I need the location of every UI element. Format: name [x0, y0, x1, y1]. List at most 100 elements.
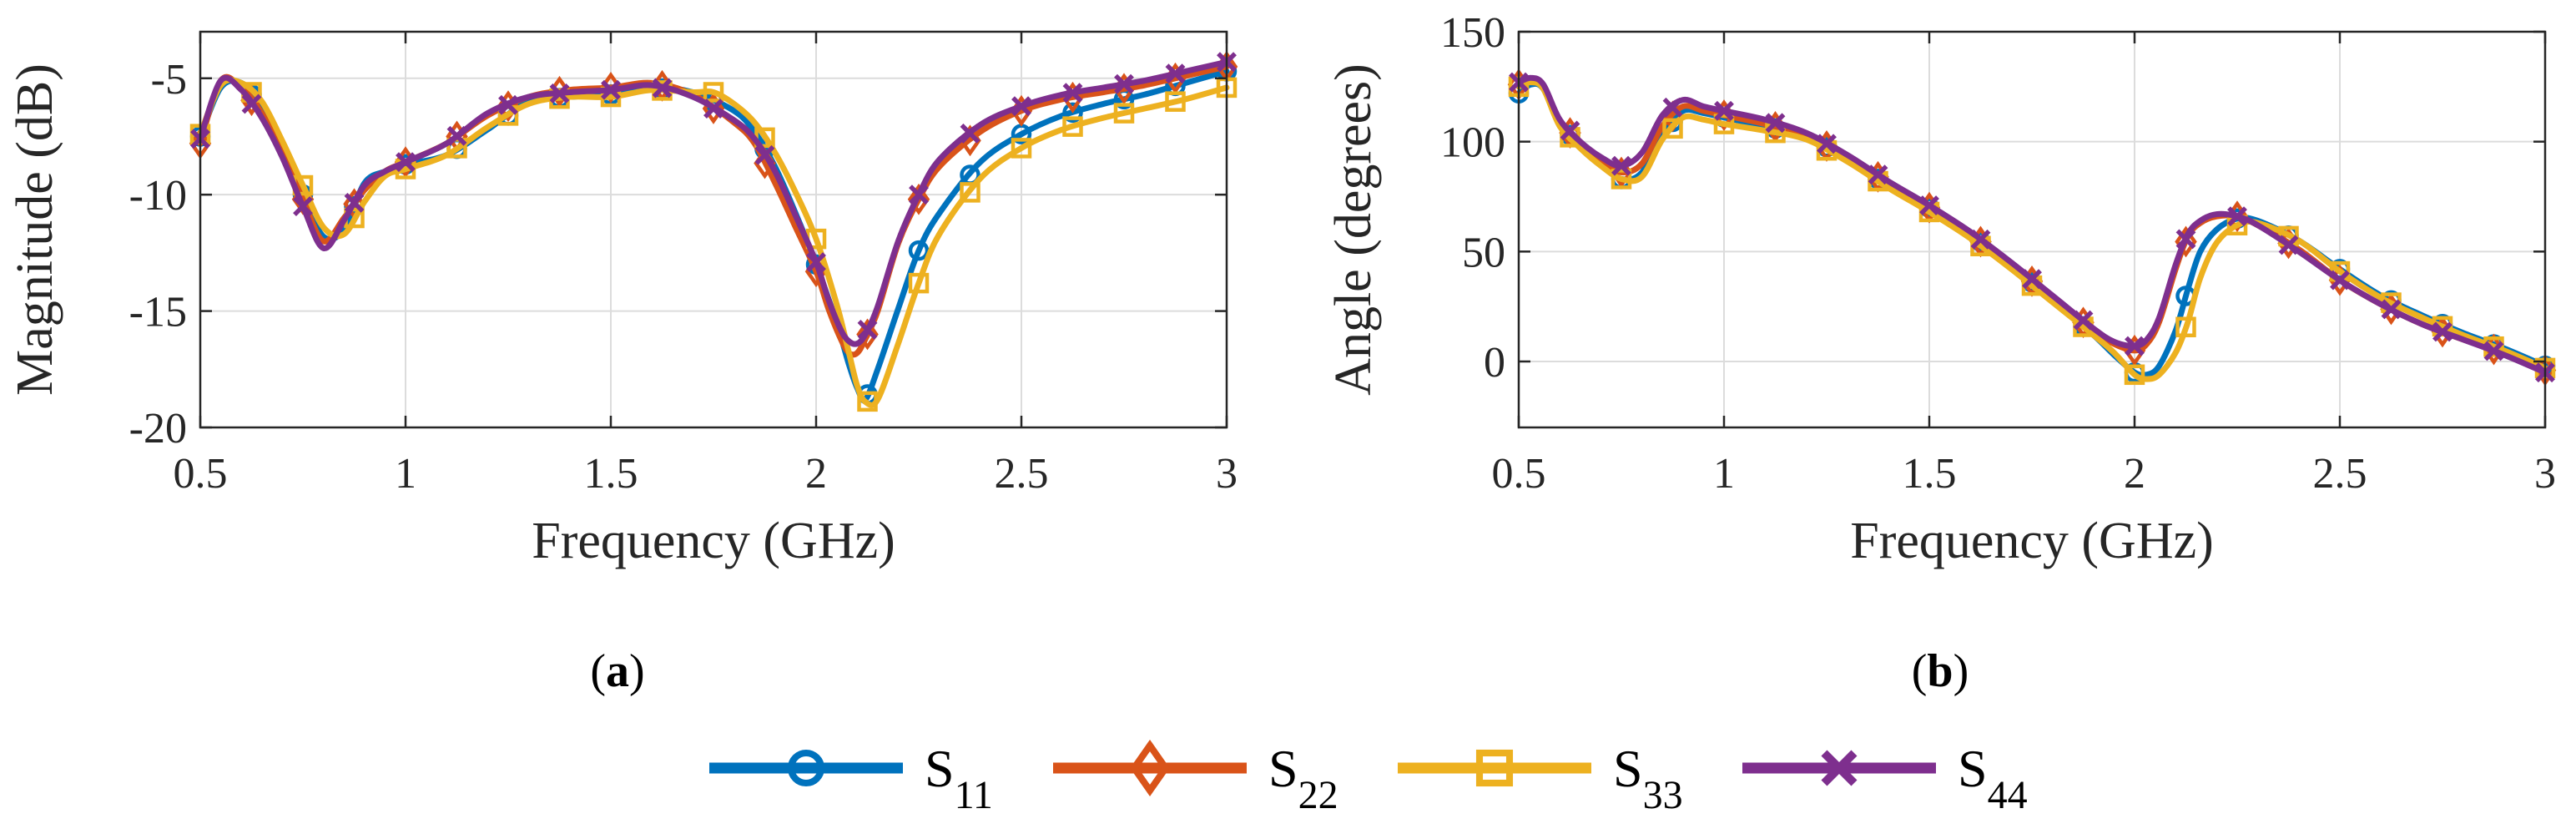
x-tick-label: 0.5: [1492, 450, 1546, 498]
data-point: [1919, 195, 1939, 215]
chart-b-angle: 0.5 1 1.5 2 2.5 3 0 50 100 150 Frequency (GHz) Angl…: [1325, 9, 2557, 569]
data-point: [1062, 102, 1083, 124]
data-point: [549, 83, 570, 104]
data-point: [2124, 364, 2145, 386]
data-point: [907, 183, 930, 215]
data-point: [396, 152, 416, 173]
x-tick-label: 1.5: [584, 450, 638, 498]
legend-item-s44: S44: [1742, 739, 2028, 817]
data-point: [1011, 96, 1031, 117]
data-point: [1611, 169, 1632, 190]
data-point: [2175, 229, 2196, 250]
data-point: [1713, 114, 1735, 134]
data-point: [857, 391, 878, 412]
x-tick-label: 3: [2534, 450, 2556, 498]
legend-marker: [1130, 739, 1170, 797]
data-point: [856, 318, 879, 351]
data-point: [2330, 270, 2350, 291]
legend-label: S44: [1958, 739, 2028, 817]
x-tick-label: 1.5: [1903, 450, 1957, 498]
data-point: [1062, 116, 1083, 137]
data-point: [857, 319, 878, 340]
legend-item-s11: S11: [709, 739, 993, 817]
data-point: [2022, 269, 2042, 290]
legend-marker: [1821, 750, 1858, 786]
data-point: [652, 78, 673, 99]
data-point: [1765, 113, 1786, 134]
series-markers-s44: [190, 52, 1237, 340]
data-point: [293, 196, 313, 217]
series-line-s33: [197, 77, 1230, 408]
series-markers-s44: [1509, 72, 2555, 383]
data-point: [1113, 103, 1135, 124]
data-point: [601, 79, 621, 100]
legend-label: S22: [1268, 739, 1338, 817]
data-point: [498, 94, 518, 115]
legend-label-base: S: [1613, 739, 1643, 798]
x-axis-label: Frequency (GHz): [532, 513, 895, 569]
data-point: [1610, 156, 1633, 189]
legend-marker: [787, 749, 825, 787]
data-point: [1714, 100, 1734, 121]
data-point: [909, 184, 929, 205]
y-axis-label: Angle (degrees): [1325, 63, 1382, 396]
data-point: [1011, 138, 1032, 159]
legend-label-subscript: 33: [1643, 773, 1683, 817]
data-point: [960, 124, 980, 144]
data-point: [703, 82, 724, 103]
data-point: [960, 182, 980, 203]
legend-label-subscript: 22: [1298, 773, 1338, 817]
y-tick-label: 150: [1440, 9, 1505, 57]
data-point: [1114, 73, 1134, 94]
x-tick-label: 2.5: [2313, 450, 2367, 498]
legend: S11 S22 S33 S44: [709, 739, 2028, 817]
x-tick-label: 1: [395, 450, 416, 498]
panel-label-b: (b): [1912, 645, 1969, 697]
data-point: [2381, 299, 2402, 320]
data-point: [908, 240, 930, 261]
y-tick-label: 0: [1484, 339, 1505, 387]
panel-label-a-letter: a: [606, 645, 629, 697]
data-point: [2432, 321, 2452, 342]
legend-label-subscript: 44: [1988, 773, 2028, 817]
data-point: [908, 272, 930, 294]
y-tick-label: -15: [129, 289, 187, 336]
data-point: [241, 94, 262, 114]
y-tick-label: -10: [129, 172, 187, 220]
data-point: [2175, 225, 2197, 258]
x-tick-label: 2: [805, 450, 827, 498]
data-point: [1662, 118, 1683, 139]
data-point: [1817, 134, 1837, 154]
x-tick-label: 2.5: [995, 450, 1049, 498]
x-axis-label: Frequency (GHz): [1850, 513, 2214, 569]
x-tick-label: 1: [1713, 450, 1735, 498]
x-tick-label: 0.5: [174, 450, 228, 498]
data-point: [2278, 235, 2299, 255]
axes-box: [199, 30, 1228, 429]
y-axis-label: Magnitude (dB): [7, 63, 63, 396]
y-tick-label: -5: [151, 56, 187, 104]
data-point: [2483, 341, 2504, 361]
y-tick-label: 100: [1440, 119, 1505, 167]
legend-item-s22: S22: [1053, 739, 1338, 817]
chart-a-magnitude: 0.5 1 1.5 2 2.5 3 -20 -15 -10 -5 Frequency (GHz) Ma…: [7, 30, 1238, 569]
data-point: [2073, 310, 2094, 331]
legend-marker: [1475, 749, 1514, 787]
axes-box: [1517, 30, 2547, 429]
data-point: [2227, 206, 2247, 227]
x-tick-label: 2: [2124, 450, 2145, 498]
legend-label-base: S: [925, 739, 955, 798]
data-point: [1165, 91, 1186, 112]
legend-label-subscript: 11: [955, 773, 993, 817]
panel-label-a: (a): [590, 645, 644, 697]
plot-area: [1519, 32, 2545, 427]
data-point: [1062, 83, 1083, 104]
legend-label-base: S: [1958, 739, 1988, 798]
x-tick-label: 3: [1216, 450, 1238, 498]
legend-label-base: S: [1268, 739, 1298, 798]
data-point: [446, 125, 467, 146]
data-point: [2175, 316, 2196, 337]
legend-label: S33: [1613, 739, 1683, 817]
legend-label: S11: [925, 739, 993, 817]
